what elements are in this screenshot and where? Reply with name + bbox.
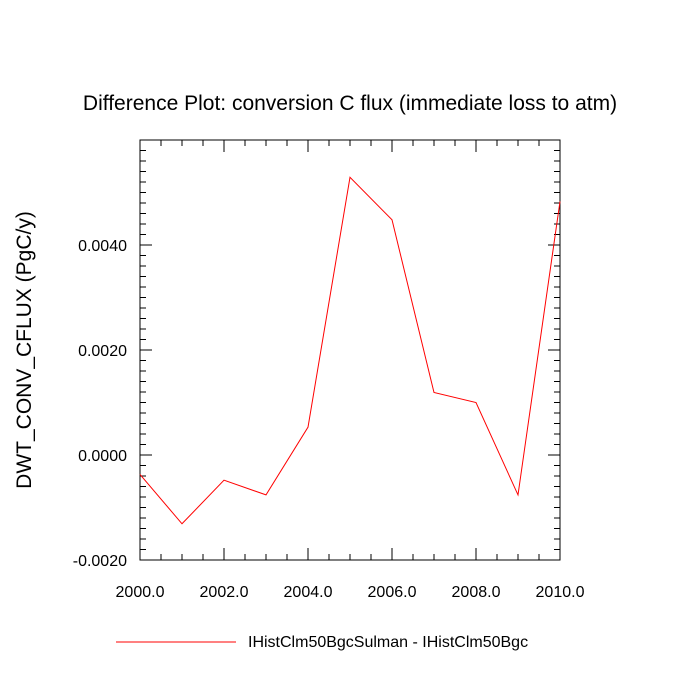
x-tick-label: 2006.0 bbox=[368, 584, 417, 601]
x-tick-label: 2002.0 bbox=[200, 584, 249, 601]
chart-title: Difference Plot: conversion C flux (imme… bbox=[83, 92, 617, 115]
y-axis-label: DWT_CONV_CFLUX (PgC/y) bbox=[13, 211, 36, 489]
plot-frame bbox=[139, 139, 561, 561]
series-layer bbox=[139, 176, 561, 525]
y-tick-label: 0.0020 bbox=[78, 343, 127, 360]
x-tick-labels: 2000.0 2002.0 2004.0 2006.0 2008.0 2010.0 bbox=[116, 584, 585, 601]
x-tick-label: 2004.0 bbox=[284, 584, 333, 601]
x-tick-label: 2008.0 bbox=[452, 584, 501, 601]
y-tick-labels: -0.0020 0.0000 0.0020 0.0040 bbox=[73, 238, 127, 570]
x-tick-label: 2010.0 bbox=[536, 584, 585, 601]
legend-label: IHistClm50BgcSulman - IHistClm50Bgc bbox=[248, 634, 528, 651]
legend: IHistClm50BgcSulman - IHistClm50Bgc bbox=[116, 634, 528, 651]
x-tick-label: 2000.0 bbox=[116, 584, 165, 601]
series-line bbox=[139, 176, 561, 525]
y-tick-label: 0.0000 bbox=[78, 448, 127, 465]
minor-ticks bbox=[139, 139, 561, 561]
y-tick-label: -0.0020 bbox=[73, 553, 127, 570]
y-tick-label: 0.0040 bbox=[78, 238, 127, 255]
major-ticks bbox=[139, 140, 561, 561]
